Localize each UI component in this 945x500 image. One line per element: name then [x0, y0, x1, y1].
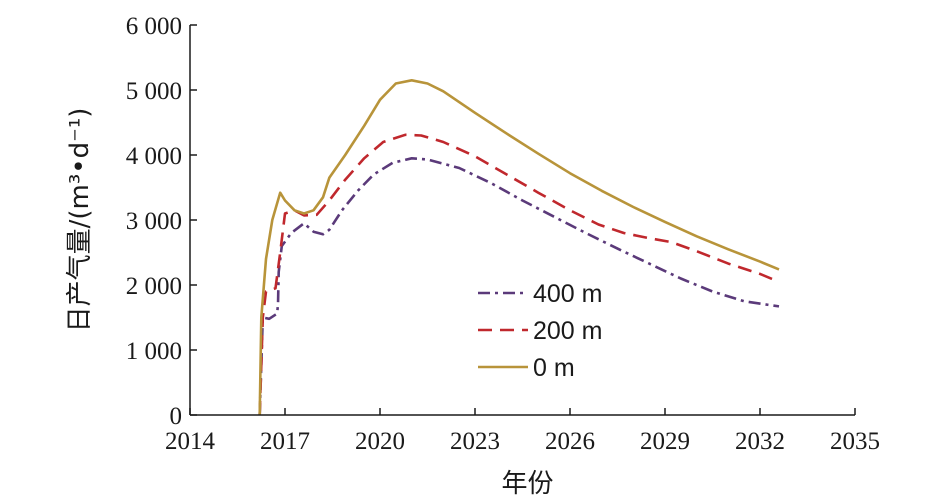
axes	[189, 25, 855, 416]
y-tick-label: 5 000	[126, 78, 182, 105]
x-tick-label: 2029	[640, 428, 690, 455]
y-tick-label: 0	[170, 403, 183, 430]
y-axis-title: 日产气量/(m³•d⁻¹)	[65, 108, 95, 333]
y-tick-label: 1 000	[126, 338, 182, 365]
y-tick-label: 4 000	[126, 143, 182, 170]
y-tick-label: 3 000	[126, 208, 182, 235]
x-tick-label: 2020	[355, 428, 405, 455]
x-tick-label: 2032	[735, 428, 785, 455]
x-tick-label: 2023	[450, 428, 500, 455]
legend-label: 200 m	[533, 317, 602, 345]
x-tick-label: 2017	[260, 428, 310, 455]
series-line-0m	[258, 79, 780, 416]
y-axis-ticks: 0 1 000 2 000 3 000 4 000 5 000 6 000	[126, 13, 197, 430]
x-tick-label: 2026	[545, 428, 595, 455]
y-tick-label: 6 000	[126, 13, 182, 40]
legend-label: 400 m	[533, 280, 602, 308]
x-tick-label: 2014	[165, 428, 216, 455]
y-tick-label: 2 000	[126, 273, 182, 300]
legend: 400 m 200 m 0 m	[478, 280, 602, 382]
legend-label: 0 m	[533, 354, 575, 382]
x-axis-title: 年份	[501, 469, 553, 499]
series-line-400m	[258, 157, 780, 416]
x-axis-ticks: 2014 2017 2020 2023 2026 2029 2032 2035	[165, 408, 880, 455]
series-lines	[258, 79, 780, 416]
series-line-200m	[258, 133, 780, 416]
x-tick-label: 2035	[830, 428, 880, 455]
